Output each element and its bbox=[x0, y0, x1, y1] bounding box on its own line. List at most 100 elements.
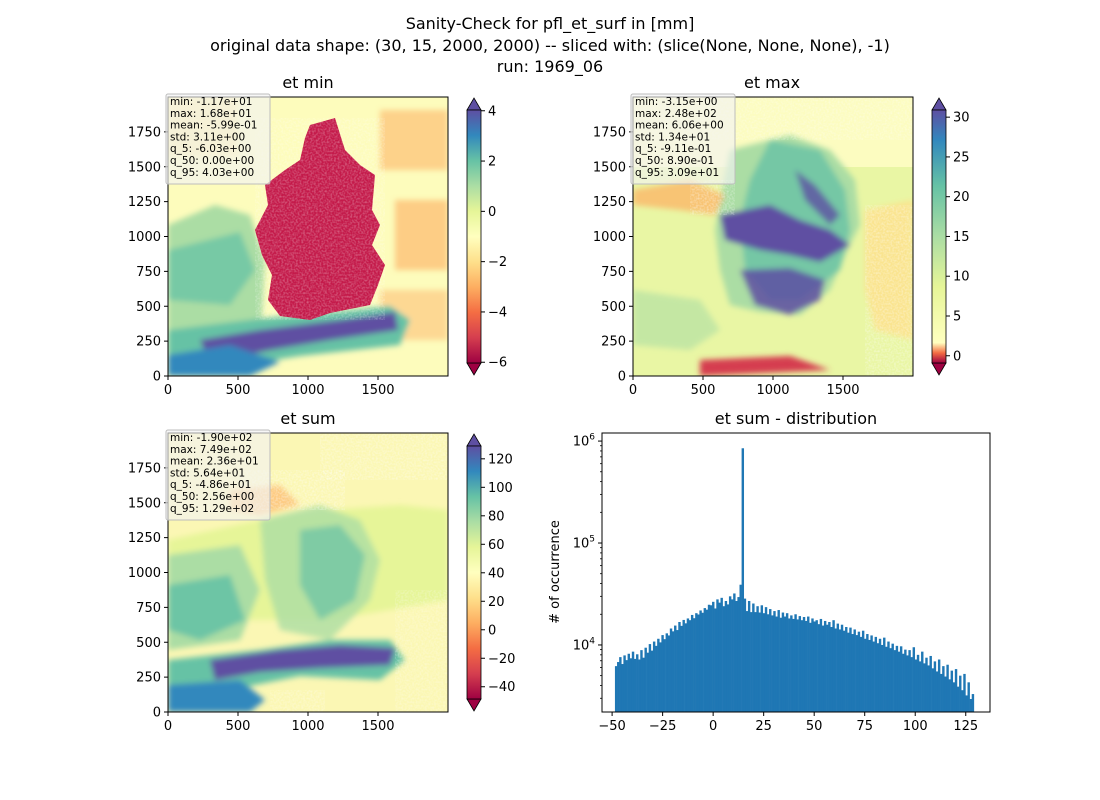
histogram-bar bbox=[800, 620, 804, 712]
x-tick-label: 125 bbox=[953, 719, 978, 734]
histogram-bar bbox=[967, 682, 970, 712]
histogram-bar bbox=[925, 657, 928, 712]
histogram-bar bbox=[868, 639, 871, 712]
histogram-bar bbox=[914, 659, 918, 712]
colorbar-tick-label: 0 bbox=[488, 623, 496, 638]
histogram-bar bbox=[893, 650, 897, 712]
histogram-bar bbox=[720, 597, 723, 712]
histogram-bar bbox=[661, 635, 664, 712]
histogram-bar bbox=[686, 618, 690, 712]
histogram-bar bbox=[840, 624, 844, 712]
histogram-bar bbox=[842, 630, 846, 712]
histogram-bar bbox=[899, 646, 903, 712]
histogram-bar bbox=[880, 644, 884, 712]
histogram-bar bbox=[663, 639, 666, 712]
colorbar-tick-label: 15 bbox=[953, 230, 970, 245]
y-tick-label: 1750 bbox=[128, 461, 161, 476]
y-tick-label: 500 bbox=[136, 636, 161, 651]
histogram-bar bbox=[785, 613, 789, 712]
histogram-bar bbox=[642, 657, 645, 712]
x-tick-label: 0 bbox=[164, 383, 172, 398]
histogram-bar bbox=[918, 661, 922, 712]
histogram-bar bbox=[712, 601, 715, 712]
histogram-bar bbox=[750, 612, 753, 712]
histogram-bar bbox=[693, 618, 696, 712]
histogram-bar bbox=[779, 617, 783, 712]
stats-line: std: 1.34e+01 bbox=[635, 131, 710, 143]
figure-title-line-1: Sanity-Check for pfl_et_surf in [mm] bbox=[406, 14, 695, 34]
histogram-bar bbox=[872, 641, 875, 712]
histogram-bar bbox=[625, 660, 628, 712]
map-axes-et-min: 0 500 1000 1500 0 250 500 750 1000 1250 1500 1750 bbox=[128, 125, 395, 398]
colorbar-tick-label: −20 bbox=[488, 652, 515, 667]
histogram-bar bbox=[652, 641, 656, 712]
stats-line: q_95: 4.03e+00 bbox=[170, 167, 254, 179]
histogram-bar bbox=[849, 627, 852, 712]
histogram-bar bbox=[709, 605, 713, 712]
colorbar-et-sum: −40 −20 0 20 40 60 80 100 120 bbox=[466, 433, 515, 712]
histogram-bar bbox=[794, 614, 797, 712]
histogram-bar bbox=[655, 645, 658, 712]
colorbar-extend-min bbox=[466, 362, 482, 376]
histogram-bar bbox=[802, 617, 806, 712]
histogram-bar bbox=[921, 651, 924, 712]
stats-line: q_5: -4.86e+01 bbox=[170, 479, 251, 491]
histogram-bar bbox=[684, 623, 688, 712]
histogram-bar bbox=[883, 637, 886, 712]
histogram-bar bbox=[752, 603, 755, 712]
histogram-bar bbox=[927, 665, 930, 712]
histogram-bar bbox=[878, 638, 882, 712]
y-tick-label: 1000 bbox=[128, 566, 161, 581]
histogram-bar bbox=[965, 695, 968, 712]
histogram-bar bbox=[760, 605, 764, 712]
histogram-bar bbox=[929, 655, 932, 712]
y-tick-label: 1500 bbox=[593, 160, 626, 175]
histogram-bar bbox=[874, 636, 878, 712]
x-tick-label: 1000 bbox=[291, 719, 324, 734]
histogram-bar bbox=[671, 631, 675, 712]
colorbar-tick-label: 5 bbox=[953, 309, 961, 324]
histogram-bar bbox=[699, 610, 702, 712]
histogram-bar bbox=[631, 651, 635, 712]
histogram-bar bbox=[887, 641, 890, 712]
histogram-bar bbox=[741, 448, 745, 712]
histogram-bar bbox=[783, 616, 787, 712]
histogram-bar bbox=[745, 611, 749, 712]
stats-box-bg bbox=[165, 93, 271, 185]
colorbar-tick-label: 4 bbox=[488, 104, 496, 119]
histogram-bar bbox=[614, 666, 618, 712]
histogram-bar bbox=[735, 600, 738, 712]
histogram-bar bbox=[648, 644, 652, 712]
histogram-bar bbox=[617, 662, 620, 712]
histogram-bar bbox=[832, 620, 835, 712]
histogram-bar bbox=[705, 609, 709, 712]
histogram-bar bbox=[737, 597, 740, 712]
histogram-bar bbox=[657, 638, 660, 712]
y-tick-label: 1500 bbox=[128, 496, 161, 511]
histogram-bar bbox=[956, 686, 960, 712]
histogram-bar bbox=[758, 612, 761, 712]
histogram-bar bbox=[950, 670, 954, 712]
y-tick-label: 750 bbox=[136, 601, 161, 616]
map-title: et sum bbox=[280, 409, 335, 428]
colorbar-extend-max bbox=[466, 433, 482, 447]
x-tick-label: 0 bbox=[629, 383, 637, 398]
histogram-bar bbox=[627, 653, 631, 712]
histogram-bar bbox=[678, 621, 681, 712]
histogram-bar bbox=[853, 629, 856, 712]
histogram-bar bbox=[944, 676, 947, 712]
histogram-bar bbox=[629, 658, 633, 712]
map-panel-et-max: et max 0 500 1000 1500025050075010001250150… bbox=[593, 73, 970, 398]
stats-line: mean: -5.99e-01 bbox=[170, 120, 257, 132]
x-tick-label: 1000 bbox=[291, 383, 324, 398]
histogram-bar bbox=[754, 612, 757, 712]
stats-line: q_5: -6.03e+00 bbox=[170, 143, 251, 155]
stats-line: q_50: 0.00e+00 bbox=[170, 155, 254, 167]
histogram-title: et sum - distribution bbox=[715, 409, 877, 428]
colorbar-tick-label: 80 bbox=[488, 509, 505, 524]
colorbar-extend-min bbox=[466, 698, 482, 712]
map-panel-et-min: et min 0 500 1000 1500 0 250 500 750 1000 1250 150… bbox=[128, 73, 507, 398]
